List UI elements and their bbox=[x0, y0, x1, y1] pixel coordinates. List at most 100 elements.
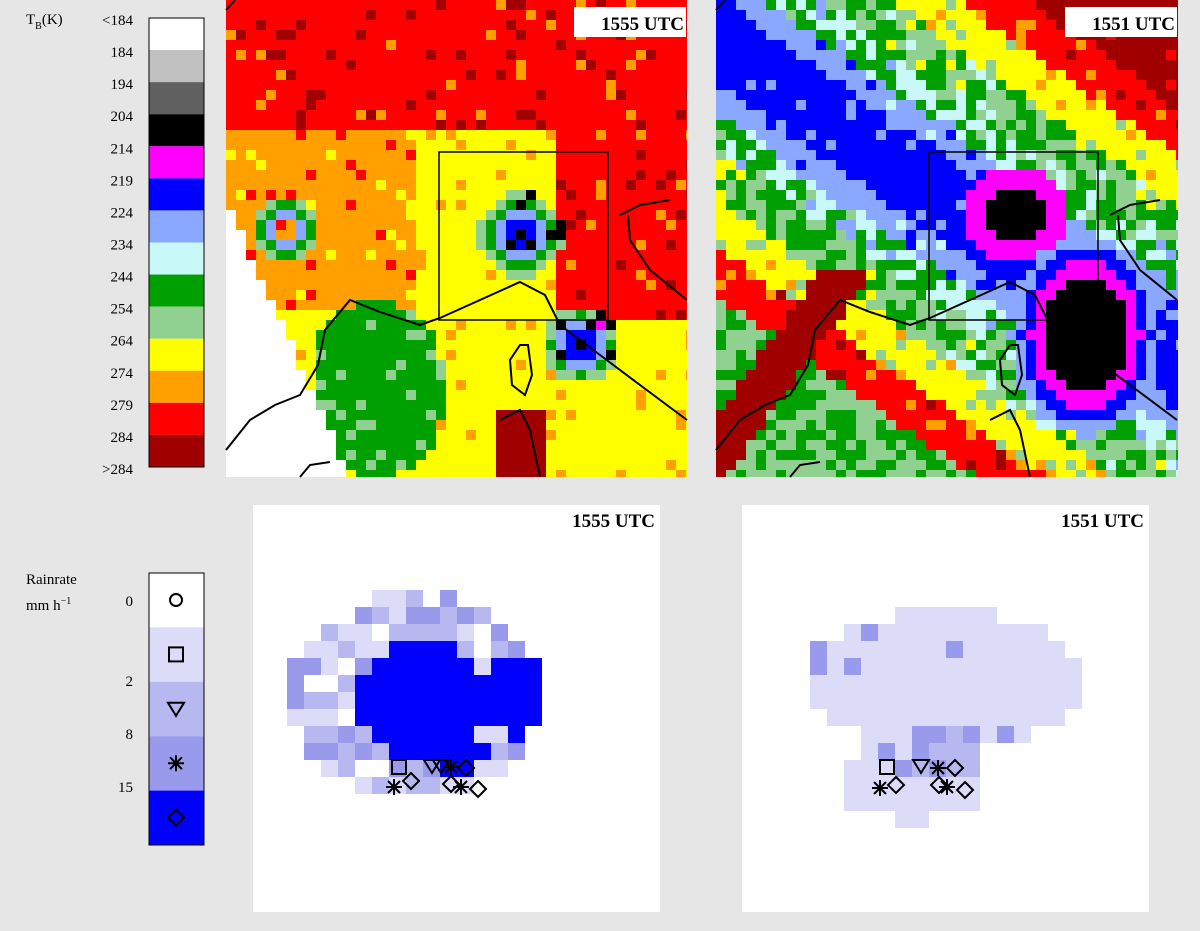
pixel bbox=[906, 360, 916, 370]
pixel bbox=[1036, 220, 1046, 230]
pixel bbox=[466, 310, 476, 320]
pixel bbox=[304, 641, 321, 658]
pixel bbox=[566, 350, 576, 360]
pixel bbox=[866, 20, 876, 30]
pixel bbox=[304, 658, 321, 675]
pixel bbox=[496, 270, 506, 280]
pixel bbox=[256, 240, 266, 250]
pixel bbox=[966, 400, 976, 410]
pixel bbox=[656, 180, 666, 190]
pixel bbox=[476, 300, 486, 310]
pixel bbox=[1146, 280, 1156, 290]
pixel bbox=[526, 70, 536, 80]
pixel bbox=[336, 150, 346, 160]
pixel bbox=[1076, 120, 1086, 130]
pixel bbox=[766, 100, 776, 110]
pixel bbox=[796, 60, 806, 70]
pixel bbox=[876, 290, 886, 300]
pixel bbox=[946, 400, 956, 410]
pixel bbox=[446, 460, 456, 470]
pixel bbox=[396, 450, 406, 460]
pixel bbox=[836, 400, 846, 410]
pixel bbox=[306, 160, 316, 170]
pixel bbox=[256, 310, 266, 320]
pixel bbox=[876, 330, 886, 340]
pixel bbox=[766, 30, 776, 40]
pixel bbox=[1166, 210, 1176, 220]
pixel bbox=[626, 200, 636, 210]
pixel bbox=[876, 120, 886, 130]
pixel bbox=[826, 260, 836, 270]
coast bbox=[715, 0, 726, 11]
pixel bbox=[396, 240, 406, 250]
pixel bbox=[316, 90, 326, 100]
pixel bbox=[876, 60, 886, 70]
pixel bbox=[286, 170, 296, 180]
pixel bbox=[1106, 220, 1116, 230]
pixel bbox=[1126, 150, 1136, 160]
pixel bbox=[246, 400, 256, 410]
pixel bbox=[606, 250, 616, 260]
pixel bbox=[936, 20, 946, 30]
pixel bbox=[576, 210, 586, 220]
pixel bbox=[406, 70, 416, 80]
pixel bbox=[476, 230, 486, 240]
pixel bbox=[816, 180, 826, 190]
pixel bbox=[926, 170, 936, 180]
pixel bbox=[766, 380, 776, 390]
pixel bbox=[926, 100, 936, 110]
pixel bbox=[1126, 170, 1136, 180]
pixel bbox=[866, 60, 876, 70]
pixel bbox=[1166, 260, 1176, 270]
pixel bbox=[1006, 230, 1016, 240]
pixel bbox=[1016, 250, 1026, 260]
pixel bbox=[1046, 100, 1056, 110]
pixel bbox=[1036, 390, 1046, 400]
pixel bbox=[886, 320, 896, 330]
pixel bbox=[576, 460, 586, 470]
pixel bbox=[326, 350, 336, 360]
pixel bbox=[656, 410, 666, 420]
pixel bbox=[866, 390, 876, 400]
pixel bbox=[606, 390, 616, 400]
coast bbox=[225, 280, 688, 451]
pixel bbox=[586, 430, 596, 440]
pixel bbox=[666, 400, 676, 410]
pixel bbox=[686, 240, 687, 250]
pixel bbox=[496, 120, 506, 130]
pixel bbox=[236, 300, 246, 310]
pixel bbox=[536, 20, 546, 30]
pixel bbox=[878, 641, 895, 658]
pixel bbox=[1086, 200, 1096, 210]
pixel bbox=[686, 330, 687, 340]
pixel bbox=[806, 270, 816, 280]
pixel bbox=[676, 450, 686, 460]
pixel bbox=[356, 260, 366, 270]
pixel bbox=[786, 10, 796, 20]
pixel bbox=[416, 250, 426, 260]
pixel bbox=[296, 210, 306, 220]
pixel bbox=[556, 170, 566, 180]
pixel bbox=[1046, 110, 1056, 120]
pixel bbox=[996, 240, 1006, 250]
pixel bbox=[626, 0, 636, 10]
pixel bbox=[456, 250, 466, 260]
rain-band bbox=[149, 790, 204, 845]
pixel bbox=[986, 20, 996, 30]
pixel bbox=[856, 220, 866, 230]
pixel bbox=[386, 230, 396, 240]
pixel bbox=[326, 400, 336, 410]
pixel bbox=[246, 20, 256, 30]
pixel bbox=[856, 210, 866, 220]
pixel bbox=[846, 110, 856, 120]
pixel bbox=[916, 170, 926, 180]
pixel bbox=[926, 180, 936, 190]
pixel bbox=[466, 20, 476, 30]
pixel bbox=[1136, 130, 1146, 140]
pixel bbox=[1014, 658, 1031, 675]
pixel bbox=[296, 290, 306, 300]
pixel bbox=[436, 200, 446, 210]
pixel bbox=[876, 40, 886, 50]
pixel bbox=[1066, 120, 1076, 130]
pixel bbox=[440, 624, 457, 641]
